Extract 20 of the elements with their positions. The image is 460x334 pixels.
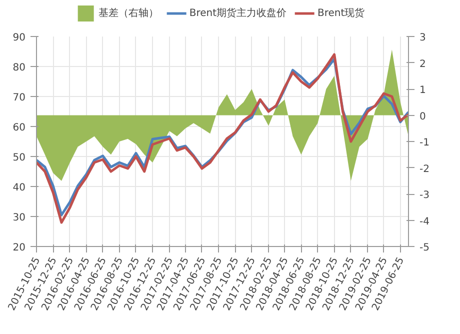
legend-label: Brent期货主力收盘价 (189, 6, 286, 20)
y-tick-label: 50 (12, 152, 26, 164)
y-tick-label: 40 (12, 182, 26, 194)
y2-tick-label: -5 (420, 242, 430, 254)
y-tick-label: 20 (12, 242, 26, 254)
y2-tick-label: -2 (420, 164, 430, 175)
y2-tick-label: 1 (420, 85, 426, 96)
y2-tick-label: -1 (420, 138, 430, 148)
y-tick-label: 80 (12, 62, 26, 74)
y2-tick-label: 2 (420, 58, 426, 70)
y2-tick-label: 0 (420, 111, 426, 122)
y-tick-label: 30 (12, 212, 26, 224)
y2-tick-label: -4 (420, 216, 430, 228)
y-tick-label: 70 (12, 92, 26, 104)
y-tick-label: 90 (12, 32, 26, 44)
legend-label: 基差（右轴） (98, 6, 158, 20)
y-tick-label: 60 (12, 122, 26, 134)
legend-label: Brent现货 (318, 7, 365, 20)
y2-tick-label: 3 (420, 32, 426, 44)
y2-tick-label: -3 (420, 190, 430, 201)
